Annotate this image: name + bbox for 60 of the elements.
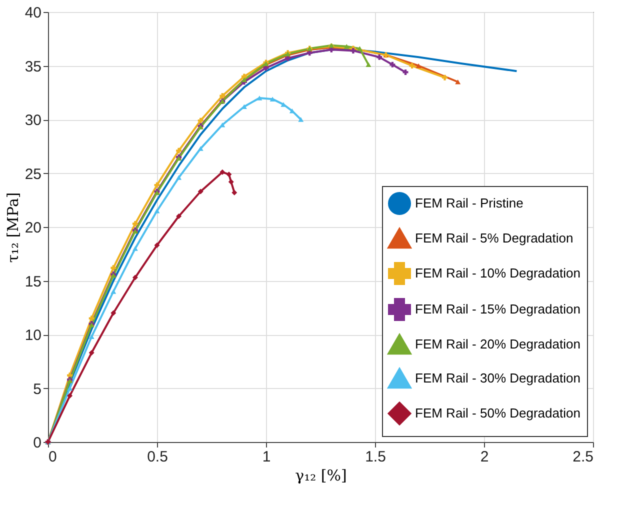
- point: [154, 242, 160, 248]
- point: [132, 274, 138, 280]
- legend-label: FEM Rail - Pristine: [415, 196, 524, 210]
- point: [416, 63, 422, 68]
- point: [176, 214, 182, 219]
- point: [88, 350, 94, 356]
- point: [344, 44, 350, 49]
- point: [220, 93, 226, 99]
- point: [220, 169, 226, 175]
- x-axis-title: γ₁₂ [%]: [295, 466, 347, 484]
- point: [409, 63, 415, 68]
- x-tick-label: 2.5: [572, 448, 594, 466]
- x-tick-label: 0: [48, 448, 57, 466]
- point: [176, 175, 182, 180]
- point: [88, 334, 94, 340]
- x-tick-label: 0.5: [147, 448, 168, 466]
- point: [256, 96, 262, 100]
- point: [228, 179, 234, 185]
- x-tick-label: 1.5: [365, 448, 386, 466]
- y-tick-label: 40: [24, 4, 42, 22]
- point: [442, 74, 448, 80]
- point: [198, 188, 204, 194]
- point: [132, 221, 138, 227]
- point: [402, 69, 408, 75]
- point: [110, 289, 116, 294]
- legend-label: FEM Rail - 50% Degradation: [415, 406, 580, 420]
- y-tick-label: 10: [24, 327, 42, 344]
- x-tick-label: 1: [262, 448, 271, 466]
- point: [88, 316, 94, 322]
- legend-label: FEM Rail - 5% Degradation: [415, 230, 574, 246]
- legend-label: FEM Rail - 30% Degradation: [415, 370, 580, 386]
- legend-label: FEM Rail - 10% Degradation: [415, 266, 580, 280]
- point: [455, 80, 461, 84]
- point: [298, 117, 304, 122]
- point: [376, 54, 382, 60]
- legend-label: FEM Rail - 15% Degradation: [415, 302, 580, 316]
- y-tick-label: 15: [24, 273, 42, 290]
- point: [67, 386, 73, 391]
- point: [176, 148, 182, 154]
- point: [110, 310, 116, 316]
- point: [390, 62, 396, 68]
- point: [289, 108, 295, 114]
- point: [270, 96, 276, 102]
- point: [232, 190, 238, 196]
- y-tick-label: 30: [24, 112, 42, 129]
- y-tick-label: 35: [24, 58, 42, 76]
- x-tick-label: 2: [480, 448, 489, 466]
- y-tick-label: 25: [24, 166, 42, 183]
- point: [357, 46, 362, 51]
- point: [226, 172, 232, 178]
- point: [67, 393, 73, 399]
- y-tick-label: 0: [33, 434, 42, 452]
- point: [198, 146, 204, 151]
- y-tick-label: 5: [33, 380, 42, 398]
- legend-label: FEM Rail - 20% Degradation: [415, 336, 580, 352]
- y-axis-title: τ₁₂ [MPa]: [4, 192, 22, 263]
- point: [110, 265, 116, 271]
- y-tick-label: 20: [24, 220, 42, 236]
- point: [132, 246, 138, 251]
- point: [366, 62, 372, 68]
